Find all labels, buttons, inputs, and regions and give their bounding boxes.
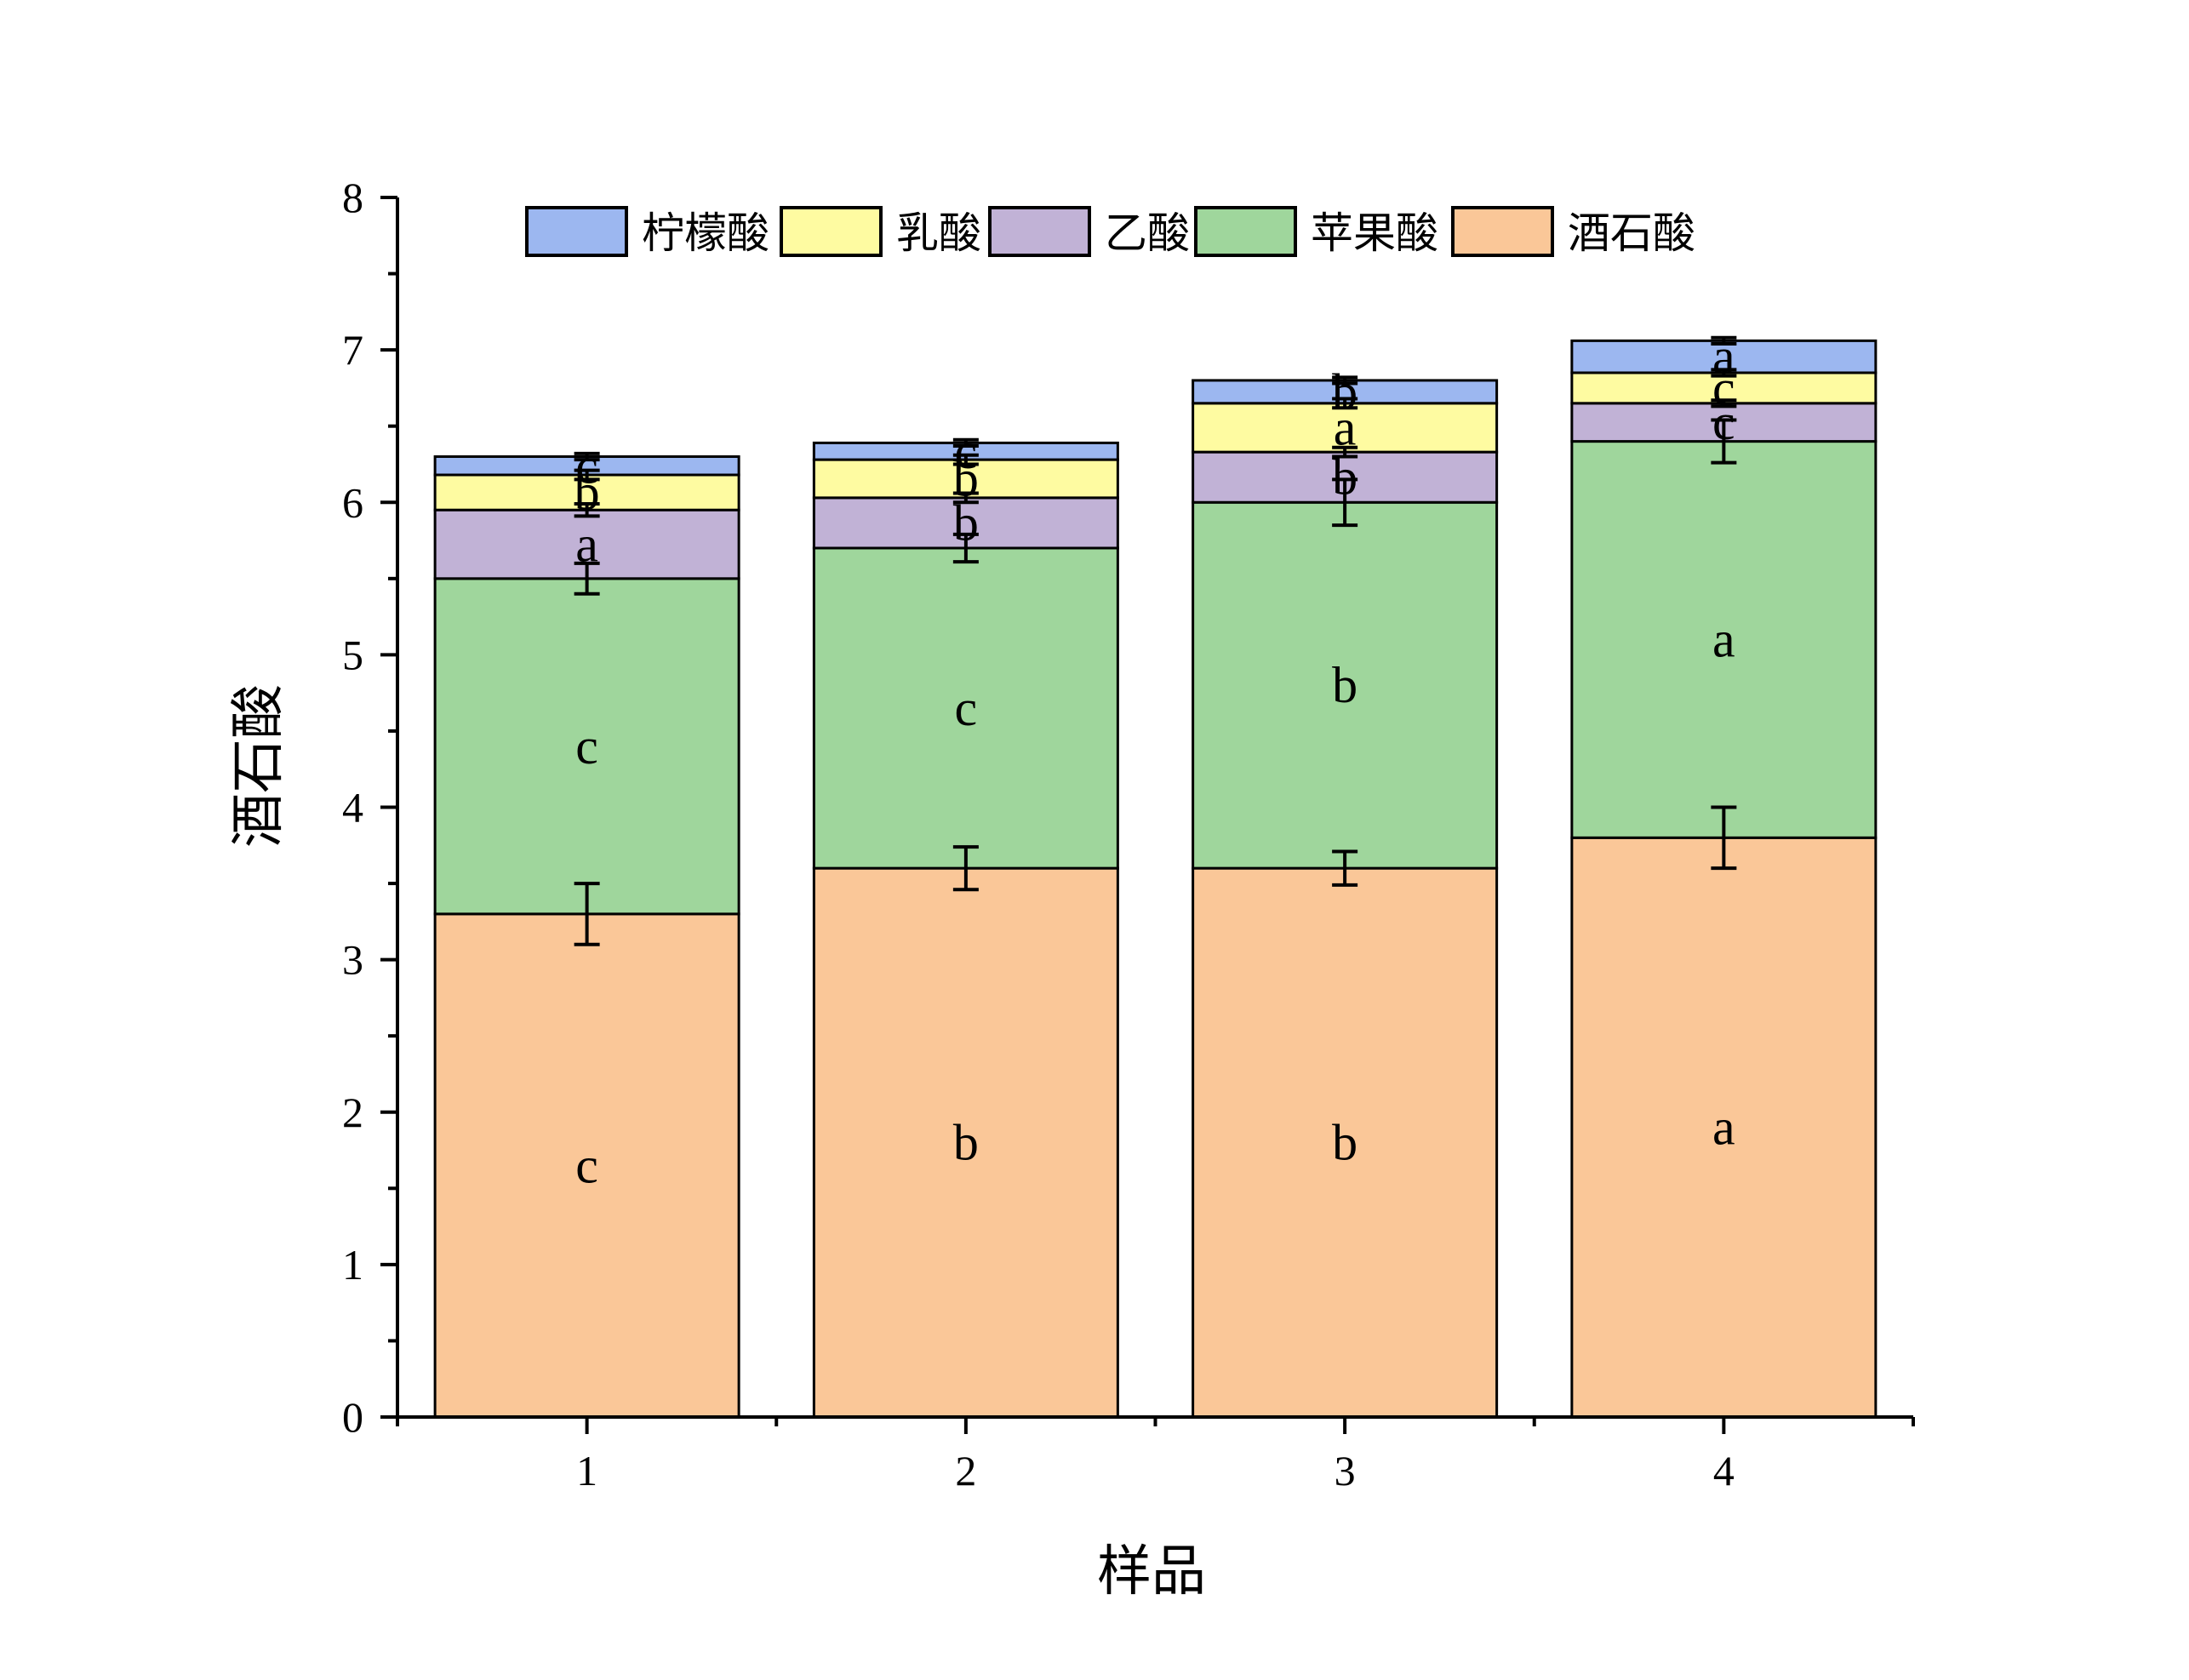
x-tick-label: 3 [1335,1447,1356,1494]
y-axis-title: 酒石酸 [228,684,289,848]
y-tick-label: 7 [342,326,363,374]
significance-label: b [953,450,979,506]
bar-segment [1570,440,1878,839]
axes-layer: 0 1 2 3 4 5 6 7 8 1 2 3 4 [342,174,1915,1494]
legend-item: 柠檬酸 [525,206,769,257]
significance-label: c [575,718,598,774]
significance-label: a [1334,399,1357,455]
legend-swatch [780,206,883,257]
significance-label: c [575,437,598,494]
legend: 柠檬酸 乳酸 乙酸 苹果酸 酒石酸 [525,206,1695,257]
legend-item: 酒石酸 [1451,206,1695,257]
bar-segment [433,577,740,916]
significance-label: c [1712,394,1735,450]
significance-label: a [1712,329,1735,385]
bar-segment [433,912,740,1419]
y-tick-label: 5 [342,631,363,678]
legend-swatch [525,206,628,257]
legend-label: 乙酸 [1105,209,1190,257]
x-tick-label: 2 [955,1447,976,1494]
x-axis-title: 样品 [1097,1541,1206,1602]
error-bars-layer [574,335,1737,946]
x-tick-label: 4 [1713,1447,1735,1494]
bars-layer [433,339,1878,1419]
significance-label: c [955,423,978,479]
x-tick-label: 1 [576,1447,597,1494]
y-tick-label: 0 [342,1393,363,1441]
significance-label: c [1712,360,1735,416]
legend-swatch [1451,206,1554,257]
bar-segment [1192,500,1499,870]
y-tick-label: 1 [342,1241,363,1289]
y-tick-label: 2 [342,1089,363,1136]
legend-item: 苹果酸 [1194,206,1438,257]
bar-segment [812,458,1119,500]
legend-label: 苹果酸 [1311,209,1438,257]
significance-label: a [1712,1100,1735,1156]
y-tick-label: 4 [342,784,363,831]
legend-swatch [988,206,1091,257]
legend-label: 乳酸 [896,209,981,257]
legend-label: 酒石酸 [1568,209,1695,257]
significance-label: c [575,1137,598,1193]
legend-label: 柠檬酸 [642,209,769,257]
significance-label: b [953,494,979,551]
significance-label: b [1332,1115,1357,1171]
bar-segment [1570,836,1878,1419]
significance-label: b [1332,449,1357,506]
y-tick-label: 8 [342,174,363,221]
legend-swatch [1194,206,1297,257]
y-tick-label: 3 [342,936,363,984]
significance-label: a [575,517,598,573]
significance-label: b [953,1115,979,1171]
significance-label: b [574,465,600,521]
significance-label: a [1712,611,1735,667]
significance-label: b [1332,363,1357,420]
significance-label: c [955,680,978,736]
legend-item: 乳酸 [780,206,981,257]
significance-label: b [1332,657,1357,713]
y-tick-label: 6 [342,478,363,526]
legend-item: 乙酸 [988,206,1190,257]
